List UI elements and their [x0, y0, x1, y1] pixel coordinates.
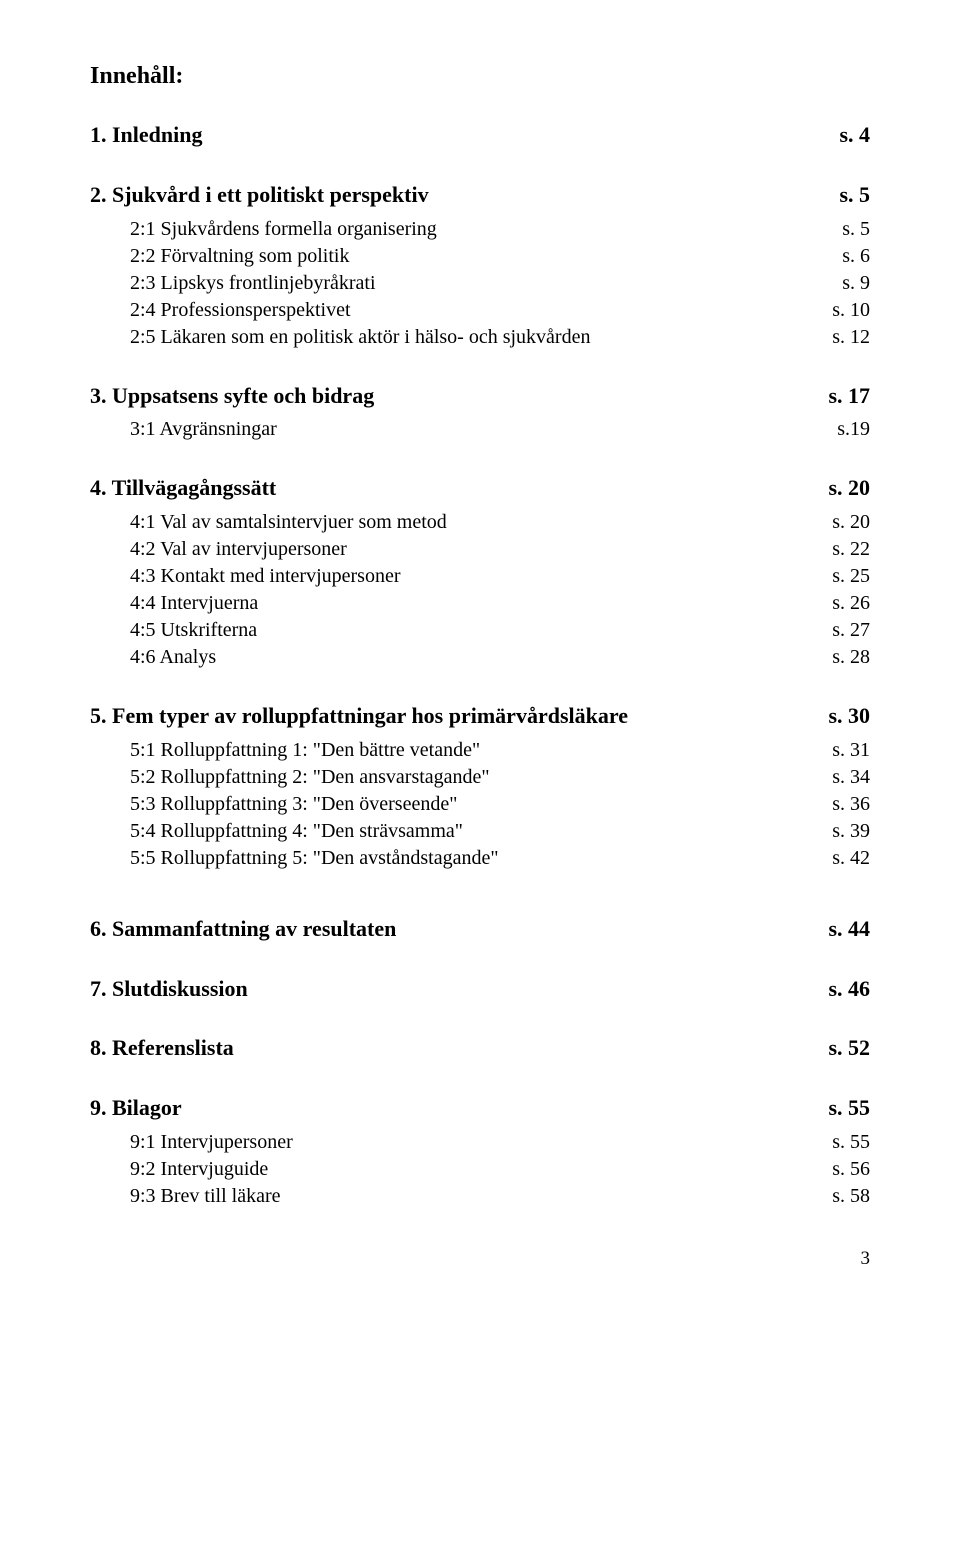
section-1-label: 1. Inledning	[90, 120, 203, 150]
section-3-label: 3. Uppsatsens syfte och bidrag	[90, 381, 374, 411]
sub-2-5-label: 2:5 Läkaren som en politisk aktör i häls…	[130, 324, 590, 351]
sub-4-5-label: 4:5 Utskrifterna	[130, 617, 257, 644]
sub-4-5-page: s. 27	[832, 617, 870, 644]
section-3-page: s. 17	[828, 381, 870, 411]
sub-2-1-label: 2:1 Sjukvårdens formella organisering	[130, 216, 437, 243]
section-9-page: s. 55	[828, 1093, 870, 1123]
sub-4-4-page: s. 26	[832, 590, 870, 617]
sub-9-1-page: s. 55	[832, 1129, 870, 1156]
sub-5-4-page: s. 39	[832, 818, 870, 845]
sub-5-2-page: s. 34	[832, 764, 870, 791]
sub-5-3-page: s. 36	[832, 791, 870, 818]
sub-4-1-label: 4:1 Val av samtalsintervjuer som metod	[130, 509, 447, 536]
sub-4-3-page: s. 25	[832, 563, 870, 590]
section-7-page: s. 46	[828, 974, 870, 1004]
section-8-label: 8. Referenslista	[90, 1033, 234, 1063]
sub-5-5-label: 5:5 Rolluppfattning 5: "Den avståndstaga…	[130, 845, 499, 872]
sub-3-1-page: s.19	[837, 416, 870, 443]
sub-2-1-page: s. 5	[842, 216, 870, 243]
sub-9-3-label: 9:3 Brev till läkare	[130, 1183, 281, 1210]
sub-2-5-page: s. 12	[832, 324, 870, 351]
sub-5-4-label: 5:4 Rolluppfattning 4: "Den strävsamma"	[130, 818, 463, 845]
section-2-page: s. 5	[839, 180, 870, 210]
sub-5-2-label: 5:2 Rolluppfattning 2: "Den ansvarstagan…	[130, 764, 490, 791]
section-6-label: 6. Sammanfattning av resultaten	[90, 914, 396, 944]
sub-4-6-label: 4:6 Analys	[130, 644, 216, 671]
sub-4-4-label: 4:4 Intervjuerna	[130, 590, 258, 617]
sub-4-2-page: s. 22	[832, 536, 870, 563]
sub-4-1-page: s. 20	[832, 509, 870, 536]
sub-5-1-label: 5:1 Rolluppfattning 1: "Den bättre vetan…	[130, 737, 480, 764]
section-6-page: s. 44	[828, 914, 870, 944]
page-number: 3	[90, 1246, 870, 1272]
sub-2-3-page: s. 9	[842, 270, 870, 297]
sub-4-6-page: s. 28	[832, 644, 870, 671]
section-1-page: s. 4	[839, 120, 870, 150]
section-9-label: 9. Bilagor	[90, 1093, 182, 1123]
sub-2-2-label: 2:2 Förvaltning som politik	[130, 243, 349, 270]
section-4-label: 4. Tillvägagångssätt	[90, 473, 276, 503]
section-5-page: s. 30	[828, 701, 870, 731]
toc-header: Innehåll:	[90, 60, 870, 92]
sub-9-2-page: s. 56	[832, 1156, 870, 1183]
sub-2-4-page: s. 10	[832, 297, 870, 324]
section-5-label: 5. Fem typer av rolluppfattningar hos pr…	[90, 701, 628, 731]
sub-4-2-label: 4:2 Val av intervjupersoner	[130, 536, 347, 563]
sub-4-3-label: 4:3 Kontakt med intervjupersoner	[130, 563, 401, 590]
sub-5-3-label: 5:3 Rolluppfattning 3: "Den överseende"	[130, 791, 457, 818]
section-8-page: s. 52	[828, 1033, 870, 1063]
sub-3-1-label: 3:1 Avgränsningar	[130, 416, 277, 443]
sub-9-3-page: s. 58	[832, 1183, 870, 1210]
sub-5-1-page: s. 31	[832, 737, 870, 764]
section-4-page: s. 20	[828, 473, 870, 503]
sub-9-2-label: 9:2 Intervjuguide	[130, 1156, 268, 1183]
sub-9-1-label: 9:1 Intervjupersoner	[130, 1129, 293, 1156]
section-2-label: 2. Sjukvård i ett politiskt perspektiv	[90, 180, 429, 210]
sub-5-5-page: s. 42	[832, 845, 870, 872]
sub-2-4-label: 2:4 Professionsperspektivet	[130, 297, 351, 324]
sub-2-2-page: s. 6	[842, 243, 870, 270]
section-7-label: 7. Slutdiskussion	[90, 974, 248, 1004]
sub-2-3-label: 2:3 Lipskys frontlinjebyråkrati	[130, 270, 376, 297]
